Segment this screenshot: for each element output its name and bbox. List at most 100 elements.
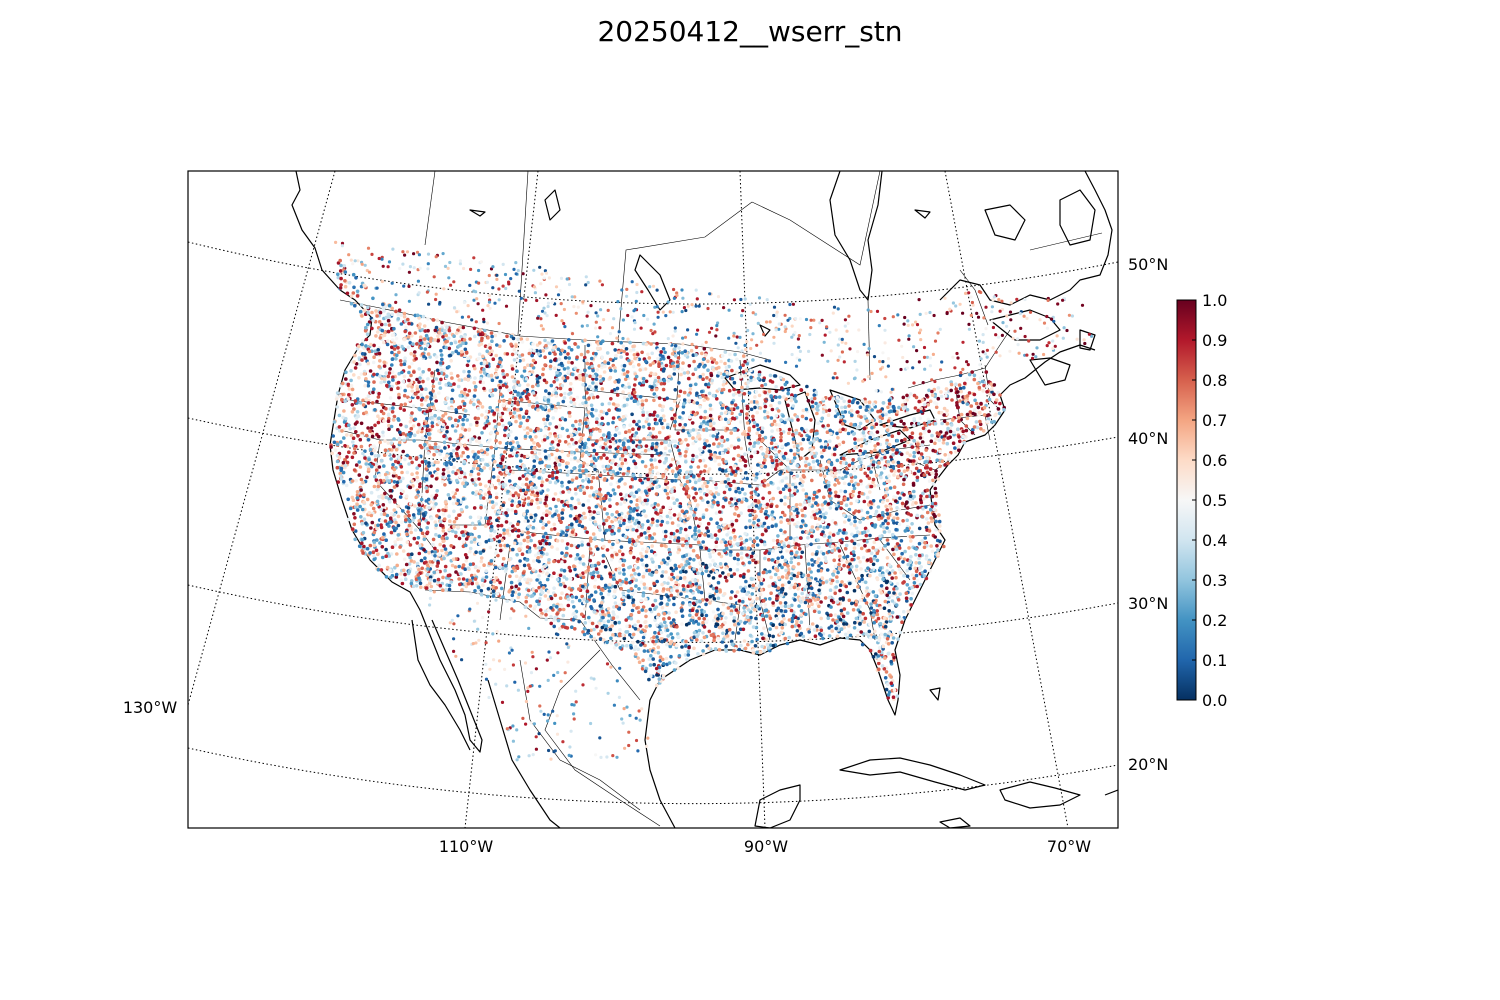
station-point bbox=[479, 559, 484, 564]
station-point bbox=[631, 427, 635, 432]
station-point bbox=[383, 439, 387, 443]
station-point bbox=[391, 378, 395, 382]
station-point bbox=[744, 538, 749, 543]
station-point bbox=[895, 512, 899, 516]
station-point bbox=[848, 347, 852, 351]
station-point bbox=[918, 432, 923, 436]
station-point bbox=[590, 364, 594, 369]
station-point bbox=[859, 481, 863, 486]
station-point bbox=[633, 542, 638, 547]
station-point bbox=[451, 470, 455, 474]
station-point bbox=[965, 377, 969, 381]
station-point bbox=[462, 369, 466, 374]
station-point bbox=[507, 479, 512, 483]
station-point bbox=[394, 357, 398, 361]
station-point bbox=[858, 560, 862, 564]
station-point bbox=[765, 642, 770, 647]
station-point bbox=[905, 500, 909, 505]
station-point bbox=[839, 464, 843, 468]
station-point bbox=[609, 482, 613, 487]
station-point bbox=[558, 405, 562, 410]
station-point bbox=[908, 453, 912, 458]
station-point bbox=[549, 621, 553, 626]
station-point bbox=[598, 429, 602, 433]
station-point bbox=[344, 483, 349, 488]
station-point bbox=[1034, 355, 1038, 359]
station-point bbox=[457, 536, 462, 541]
station-point bbox=[767, 584, 771, 588]
station-point bbox=[628, 633, 632, 637]
station-point bbox=[508, 397, 512, 402]
station-point bbox=[456, 419, 461, 423]
station-point bbox=[528, 428, 533, 433]
station-point bbox=[377, 256, 381, 261]
station-point bbox=[615, 615, 620, 619]
station-point bbox=[917, 556, 921, 561]
station-point bbox=[796, 511, 800, 515]
station-point bbox=[902, 493, 906, 497]
station-point bbox=[572, 305, 576, 309]
station-point bbox=[437, 391, 441, 395]
station-point bbox=[954, 382, 958, 387]
station-point bbox=[577, 619, 581, 624]
station-point bbox=[588, 536, 593, 540]
station-point bbox=[567, 345, 571, 350]
station-point bbox=[462, 484, 467, 489]
station-point bbox=[493, 333, 498, 338]
station-point bbox=[614, 428, 619, 432]
station-point bbox=[662, 418, 667, 423]
station-point bbox=[452, 443, 456, 447]
station-point bbox=[525, 545, 530, 549]
station-point bbox=[371, 296, 375, 301]
station-point bbox=[407, 370, 411, 375]
station-point bbox=[714, 511, 719, 515]
station-point bbox=[611, 525, 615, 530]
station-point bbox=[774, 442, 778, 447]
station-point bbox=[692, 400, 696, 405]
station-point bbox=[985, 348, 990, 352]
station-point bbox=[425, 530, 430, 535]
station-point bbox=[749, 400, 754, 404]
station-point bbox=[610, 476, 614, 480]
station-point bbox=[640, 667, 645, 671]
station-point bbox=[684, 308, 688, 313]
station-point bbox=[702, 625, 707, 629]
station-point bbox=[410, 472, 414, 477]
station-point bbox=[622, 363, 627, 368]
station-point bbox=[789, 396, 794, 400]
station-point bbox=[483, 328, 487, 333]
station-point bbox=[870, 425, 874, 430]
station-point bbox=[493, 485, 498, 490]
station-point bbox=[543, 355, 547, 360]
station-point bbox=[844, 536, 849, 540]
station-point bbox=[420, 531, 425, 536]
station-point bbox=[760, 524, 765, 528]
station-point bbox=[451, 449, 456, 453]
station-point bbox=[748, 441, 752, 446]
station-point bbox=[390, 545, 395, 549]
station-point bbox=[585, 361, 590, 366]
station-point bbox=[889, 390, 893, 394]
station-point bbox=[521, 415, 526, 420]
station-point bbox=[833, 490, 838, 495]
station-point bbox=[467, 388, 472, 393]
station-point bbox=[708, 449, 713, 454]
station-point bbox=[877, 661, 881, 666]
station-point bbox=[533, 604, 538, 609]
station-point bbox=[672, 513, 677, 517]
station-point bbox=[507, 421, 512, 426]
station-point bbox=[518, 459, 523, 463]
station-point bbox=[841, 476, 845, 481]
station-point bbox=[864, 533, 869, 538]
station-point bbox=[695, 401, 700, 405]
station-point bbox=[886, 542, 890, 546]
station-point bbox=[775, 504, 779, 509]
station-point bbox=[832, 558, 836, 563]
station-point bbox=[716, 295, 721, 299]
station-point bbox=[694, 613, 699, 617]
station-point bbox=[592, 510, 596, 514]
station-point bbox=[621, 368, 626, 372]
station-point bbox=[861, 517, 866, 521]
station-point bbox=[500, 418, 504, 423]
station-point bbox=[732, 334, 736, 338]
